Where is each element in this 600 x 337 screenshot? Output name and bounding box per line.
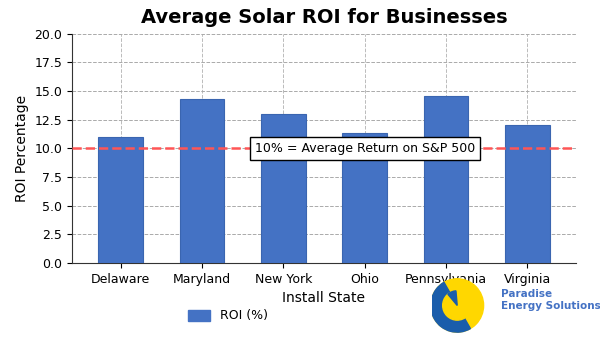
Wedge shape xyxy=(448,291,457,305)
Text: 10% = Average Return on S&P 500: 10% = Average Return on S&P 500 xyxy=(254,142,475,155)
Bar xyxy=(424,96,468,263)
Title: Average Solar ROI for Businesses: Average Solar ROI for Businesses xyxy=(140,8,508,27)
Text: Paradise
Energy Solutions: Paradise Energy Solutions xyxy=(501,289,600,311)
Bar xyxy=(342,133,387,263)
X-axis label: Install State: Install State xyxy=(283,291,365,305)
Wedge shape xyxy=(431,282,470,332)
Bar xyxy=(505,125,550,263)
Circle shape xyxy=(443,291,472,320)
Bar xyxy=(98,137,143,263)
Legend: ROI (%): ROI (%) xyxy=(183,304,273,327)
Circle shape xyxy=(431,279,484,332)
Y-axis label: ROI Percentage: ROI Percentage xyxy=(15,95,29,202)
Bar xyxy=(261,114,306,263)
Bar xyxy=(180,99,224,263)
